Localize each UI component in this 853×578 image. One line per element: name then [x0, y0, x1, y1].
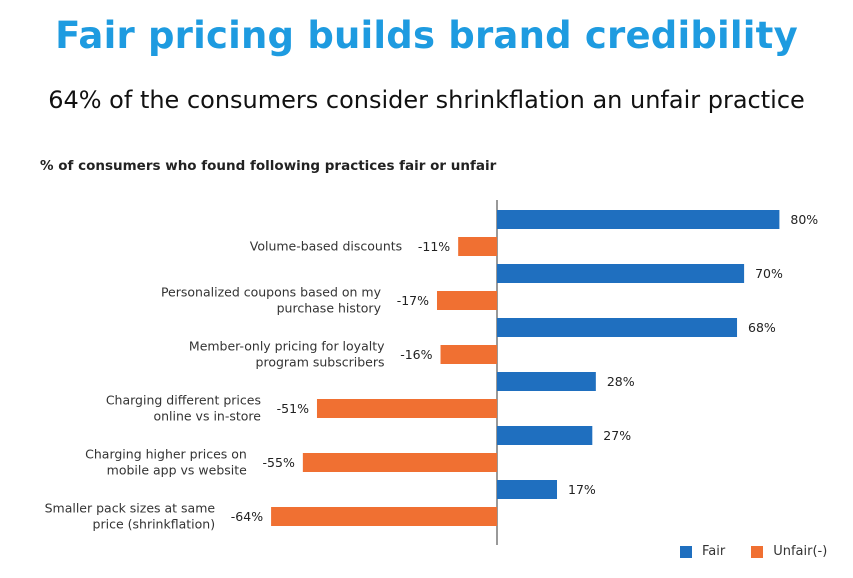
category-label: Member-only pricing for loyalty program s… [189, 339, 385, 370]
bar-fair [497, 264, 745, 283]
page-title: Fair pricing builds brand credibility [55, 14, 798, 57]
category-label: Volume-based discounts [250, 239, 402, 254]
category-label: Charging higher prices on mobile app vs w… [85, 447, 247, 478]
category-label: Smaller pack sizes at same price (shrinkf… [45, 501, 216, 532]
bar-unfair [436, 291, 497, 310]
value-label-fair: 28% [607, 374, 635, 389]
bar-unfair [316, 399, 497, 418]
value-label-fair: 68% [748, 320, 776, 335]
chart-title: % of consumers who found following pract… [40, 158, 497, 174]
value-label-unfair: -16% [400, 347, 432, 362]
legend-item-fair: Fair [680, 544, 725, 559]
value-label-fair: 17% [568, 482, 596, 497]
value-label-unfair: -55% [263, 455, 295, 470]
bar-unfair [271, 507, 497, 526]
legend-swatch-fair [680, 545, 692, 558]
bar-fair [497, 372, 596, 391]
value-label-fair: 70% [755, 266, 783, 281]
legend: Fair Unfair(-) [680, 544, 853, 559]
bar-fair [497, 480, 558, 499]
category-label: Charging different prices online vs in-st… [106, 393, 261, 424]
page-subtitle: 64% of the consumers consider shrinkflat… [48, 86, 805, 114]
legend-swatch-unfair [751, 545, 764, 558]
value-label-unfair: -51% [277, 401, 309, 416]
bar-unfair [458, 237, 497, 256]
value-label-fair: 27% [603, 428, 631, 443]
legend-item-unfair: Unfair(-) [751, 544, 827, 559]
value-label-unfair: -64% [231, 509, 263, 524]
bar-unfair [440, 345, 497, 364]
value-label-fair: 80% [790, 212, 818, 227]
bar-unfair [302, 453, 497, 472]
value-label-unfair: -11% [418, 239, 450, 254]
bar-fair [497, 318, 738, 337]
legend-label-fair: Fair [702, 544, 726, 559]
legend-label-unfair: Unfair(-) [773, 544, 828, 559]
bar-fair [497, 426, 593, 445]
category-label: Personalized coupons based on my purchase… [161, 285, 382, 316]
bar-fair [497, 210, 780, 229]
value-label-unfair: -17% [397, 293, 429, 308]
